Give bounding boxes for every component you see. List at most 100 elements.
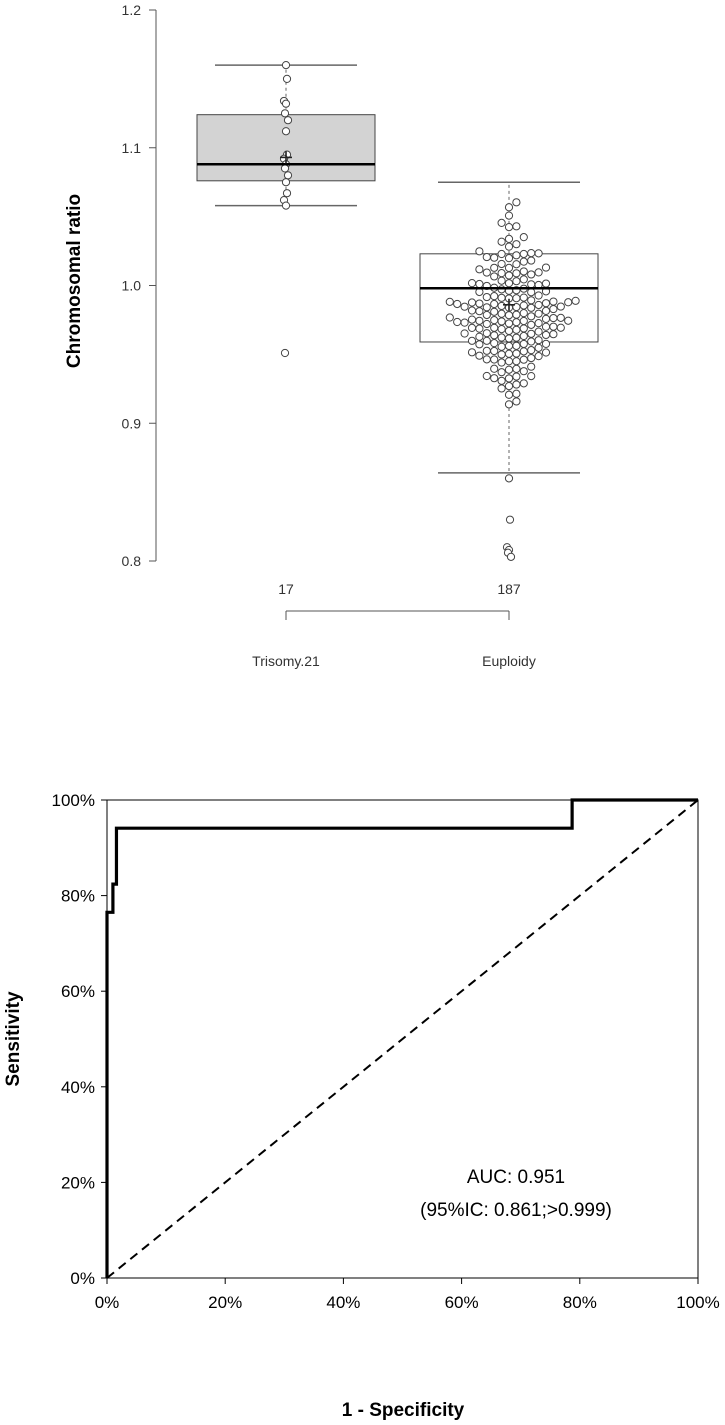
data-point (282, 74, 292, 83)
data-point (280, 348, 290, 358)
data-point (512, 397, 521, 406)
data-point (482, 371, 491, 381)
data-point (534, 319, 543, 328)
auc-annotation: AUC: 0.951 (467, 1167, 565, 1188)
data-point (549, 313, 558, 323)
roc-y-tick-label: 100% (52, 791, 95, 810)
data-point (564, 316, 573, 325)
data-point (504, 341, 514, 351)
data-point (519, 347, 528, 356)
data-point (497, 358, 506, 367)
data-point (504, 326, 514, 336)
data-point (571, 296, 580, 305)
data-point (519, 275, 528, 284)
data-point (490, 374, 499, 383)
data-point (490, 292, 499, 301)
data-point (527, 337, 536, 346)
data-point (527, 329, 536, 338)
data-point (549, 297, 558, 306)
data-point (512, 222, 521, 231)
data-point (497, 276, 506, 285)
data-point (504, 349, 514, 358)
data-point (281, 127, 291, 136)
data-point (482, 303, 491, 312)
data-point (534, 352, 543, 361)
data-point (541, 306, 551, 315)
data-point (541, 314, 551, 323)
data-point (453, 299, 462, 309)
data-point (281, 61, 291, 70)
data-point (512, 333, 521, 342)
data-point (482, 336, 491, 345)
data-point (490, 307, 499, 316)
data-point (504, 223, 514, 232)
data-point (504, 311, 514, 320)
data-point (490, 316, 499, 325)
data-point (527, 296, 536, 305)
data-point (512, 349, 521, 358)
data-point (467, 306, 477, 315)
box-y-tick-label: 0.8 (122, 553, 142, 569)
roc-reference-diagonal (106, 799, 699, 1279)
data-point (512, 364, 521, 373)
data-point (460, 318, 469, 327)
data-point (527, 303, 536, 312)
roc-x-axis-title: 1 - Specificity (342, 1400, 465, 1421)
roc-curve (105, 798, 698, 1278)
data-point (497, 342, 506, 351)
data-point (512, 260, 521, 269)
data-point (497, 301, 506, 311)
data-point (460, 302, 469, 311)
data-point (512, 198, 521, 207)
data-point (504, 382, 514, 391)
data-point (490, 331, 499, 340)
data-point (467, 279, 477, 288)
box-y-tick-label: 1.0 (122, 278, 142, 294)
data-point (527, 353, 536, 363)
data-point (534, 327, 543, 336)
data-point (282, 189, 292, 198)
data-point (280, 109, 290, 118)
data-point (519, 301, 528, 310)
data-point (482, 310, 491, 320)
data-point (497, 368, 506, 377)
data-point (512, 389, 521, 398)
group-name-label: Euploidy (482, 653, 536, 669)
data-point (475, 307, 484, 316)
data-point (504, 242, 514, 251)
data-point (541, 279, 551, 288)
data-point (504, 357, 514, 366)
data-point (482, 355, 491, 364)
data-point (519, 233, 528, 242)
data-point (445, 313, 454, 322)
group-count-label: 17 (278, 581, 294, 597)
data-point (482, 329, 491, 338)
data-point (475, 299, 484, 308)
data-point (280, 164, 290, 173)
data-point (512, 357, 521, 366)
data-point (512, 325, 521, 334)
data-point (534, 336, 543, 345)
data-point (527, 362, 536, 371)
data-point (534, 309, 543, 318)
data-point (512, 240, 521, 249)
roc-x-tick-label: 60% (445, 1293, 479, 1312)
data-point (527, 312, 536, 321)
data-point (475, 332, 484, 341)
data-point (490, 253, 499, 262)
box-group-trisomy: 17 Trisomy.21 (196, 61, 376, 669)
data-point (475, 279, 484, 289)
data-point (490, 355, 499, 364)
data-point (519, 316, 528, 326)
data-point (490, 364, 499, 373)
roc-x-tick-label: 0% (95, 1293, 120, 1312)
data-point (482, 319, 491, 329)
data-point (281, 201, 291, 210)
data-point (475, 340, 484, 349)
box-y-ticks: 0.8 0.9 1.0 1.1 1.2 (122, 2, 156, 569)
roc-y-tick-label: 20% (61, 1173, 95, 1192)
roc-x-tick-label: 100% (676, 1293, 719, 1312)
group-name-label: Trisomy.21 (252, 653, 320, 669)
data-point (497, 269, 506, 278)
roc-y-tick-label: 60% (61, 982, 95, 1001)
